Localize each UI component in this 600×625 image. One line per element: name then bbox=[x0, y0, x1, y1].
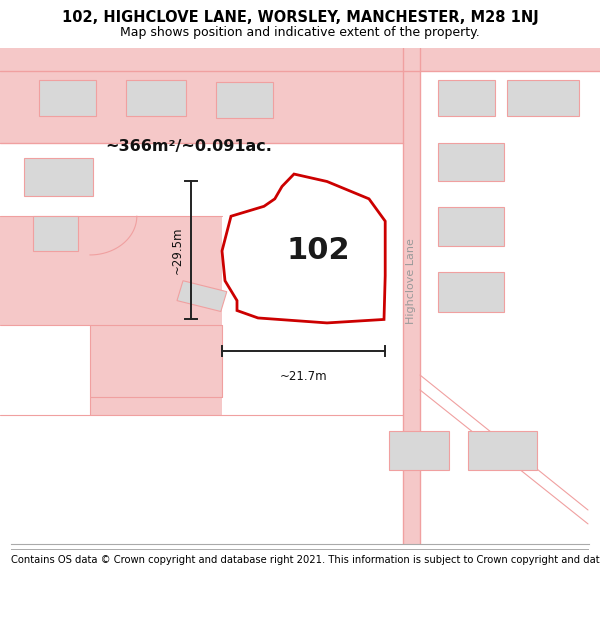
Polygon shape bbox=[438, 80, 495, 116]
Text: Contains OS data © Crown copyright and database right 2021. This information is : Contains OS data © Crown copyright and d… bbox=[11, 555, 600, 565]
Polygon shape bbox=[216, 82, 273, 118]
Polygon shape bbox=[24, 158, 93, 196]
Polygon shape bbox=[177, 281, 227, 311]
Polygon shape bbox=[0, 48, 600, 71]
Polygon shape bbox=[389, 431, 449, 470]
Text: ~366m²/~0.091ac.: ~366m²/~0.091ac. bbox=[105, 139, 272, 154]
Polygon shape bbox=[39, 80, 96, 116]
Polygon shape bbox=[403, 48, 420, 544]
Text: 102: 102 bbox=[286, 236, 350, 266]
Text: Highclove Lane: Highclove Lane bbox=[406, 238, 416, 324]
Polygon shape bbox=[33, 216, 78, 251]
Polygon shape bbox=[222, 174, 385, 323]
Text: ~21.7m: ~21.7m bbox=[280, 370, 328, 383]
Polygon shape bbox=[507, 80, 579, 116]
Polygon shape bbox=[468, 431, 537, 470]
Polygon shape bbox=[90, 326, 222, 415]
Polygon shape bbox=[438, 142, 504, 181]
Polygon shape bbox=[0, 216, 222, 326]
Polygon shape bbox=[0, 71, 403, 142]
Polygon shape bbox=[302, 226, 364, 276]
Polygon shape bbox=[126, 80, 186, 116]
Polygon shape bbox=[245, 226, 304, 276]
Polygon shape bbox=[438, 272, 504, 311]
Text: ~29.5m: ~29.5m bbox=[171, 227, 184, 274]
Text: 102, HIGHCLOVE LANE, WORSLEY, MANCHESTER, M28 1NJ: 102, HIGHCLOVE LANE, WORSLEY, MANCHESTER… bbox=[62, 11, 538, 26]
Polygon shape bbox=[438, 208, 504, 246]
Text: Map shows position and indicative extent of the property.: Map shows position and indicative extent… bbox=[120, 26, 480, 39]
